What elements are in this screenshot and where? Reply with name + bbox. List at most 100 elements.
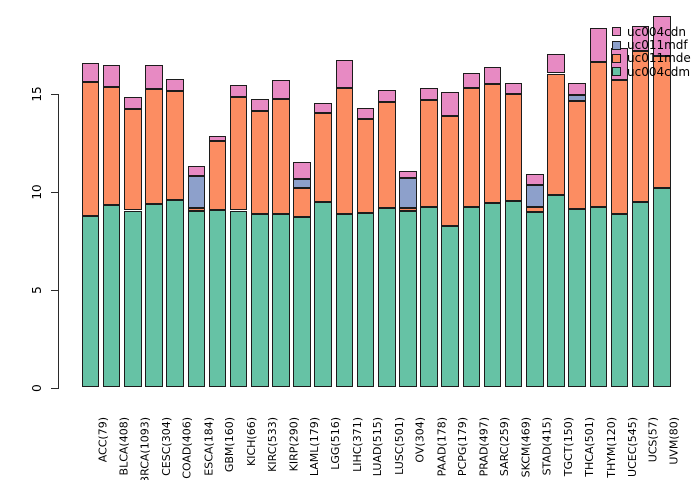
bar-KIRC(533)-segment-uc011mde (250, 110, 269, 215)
x-axis-label: SKCM(469) (519, 417, 533, 478)
bar-UCS(57)-segment-uc004cdm (631, 202, 650, 388)
bar-SARC(259)-segment-uc004cdn (483, 66, 502, 84)
bar-THCA(501)-segment-uc011mdf (568, 94, 586, 101)
bar-PCPG(179)-segment-uc004cdm (441, 225, 459, 388)
bar-OV(304)-segment-uc011mdf (399, 177, 417, 209)
y-axis-tick-label: 5 (30, 285, 44, 294)
x-axis-label: THCA(501) (583, 417, 597, 477)
x-axis-label: PCPG(179) (456, 417, 470, 477)
y-axis-tick-label: 15 (30, 85, 44, 102)
bar-LIHC(371)-segment-uc004cdm (335, 214, 354, 388)
x-axis-label: LUAD(515) (371, 417, 385, 477)
bar-KIRC(533)-segment-uc004cdn (250, 99, 269, 111)
bar-LUAD(515)-segment-uc011mde (356, 119, 375, 214)
bar-PCPG(179)-segment-uc011mde (441, 116, 459, 226)
bar-ACC(79)-segment-uc004cdn (81, 63, 100, 82)
x-axis-label: SARC(259) (498, 417, 512, 477)
bar-LUAD(515)-segment-uc004cdn (356, 108, 375, 120)
bar-STAD(415)-segment-uc004cdm (526, 212, 544, 388)
bar-BRCA(1093)-segment-uc004cdm (124, 210, 142, 388)
bar-UCS(57)-segment-uc004cdn (631, 25, 650, 51)
bar-LAML(179)-segment-uc011mde (293, 187, 311, 218)
x-axis-label: UCS(57) (646, 417, 660, 463)
y-axis-tick (51, 93, 58, 95)
bar-UVM(80)-segment-uc004cdn (653, 15, 671, 56)
bar-LGG(516)-segment-uc004cdn (314, 103, 333, 114)
bar-PRAD(497)-segment-uc011mde (462, 88, 481, 207)
bar-LIHC(371)-segment-uc004cdn (335, 60, 354, 88)
bar-BLCA(408)-segment-uc004cdm (102, 205, 121, 388)
bar-KICH(66)-segment-uc004cdm (229, 210, 248, 388)
bar-OV(304)-segment-uc011mde (399, 208, 417, 211)
y-axis-tick-label: 0 (30, 383, 44, 392)
bar-TGCT(150)-segment-uc004cdm (547, 194, 565, 388)
bar-BLCA(408)-segment-uc004cdn (102, 64, 121, 87)
bar-ESCA(184)-segment-uc011mde (187, 207, 206, 212)
bar-PAAD(178)-segment-uc004cdm (420, 207, 438, 388)
bar-ACC(79)-segment-uc004cdm (81, 215, 100, 388)
bar-LGG(516)-segment-uc004cdm (314, 202, 333, 388)
x-axis-label: ACC(79) (96, 417, 110, 463)
bar-THYM(120)-segment-uc004cdm (589, 207, 608, 388)
bar-TGCT(150)-segment-uc004cdn (547, 54, 565, 74)
bar-TGCT(150)-segment-uc011mde (547, 73, 565, 195)
bar-BRCA(1093)-segment-uc011mde (124, 108, 142, 211)
bar-ESCA(184)-segment-uc011mdf (187, 176, 206, 208)
x-axis-label: THYM(120) (604, 417, 618, 478)
x-axis-label: UVM(80) (667, 417, 681, 465)
bar-OV(304)-segment-uc004cdm (399, 210, 417, 388)
bar-COAD(406)-segment-uc011mde (166, 90, 184, 200)
bar-STAD(415)-segment-uc011mdf (526, 185, 544, 208)
bar-STAD(415)-segment-uc011mde (526, 207, 544, 213)
x-axis-label: UCEC(545) (625, 417, 639, 477)
x-axis-label: KIRC(533) (265, 417, 279, 472)
y-axis-tick-label: 10 (30, 183, 44, 200)
bar-KIRP(290)-segment-uc004cdn (272, 80, 290, 100)
bar-ESCA(184)-segment-uc004cdm (187, 211, 206, 388)
bar-LAML(179)-segment-uc004cdm (293, 217, 311, 388)
bar-UCEC(545)-segment-uc004cdm (610, 213, 629, 388)
bar-COAD(406)-segment-uc004cdn (166, 79, 184, 91)
legend-swatch-uc004cdn (612, 27, 621, 37)
bar-LUSC(501)-segment-uc011mde (377, 101, 396, 208)
legend-swatch-uc004cdm (612, 67, 621, 77)
x-axis-label: LGG(516) (329, 417, 343, 470)
y-axis-line (58, 93, 59, 389)
x-axis-label: ESCA(184) (202, 417, 216, 476)
x-axis-label: BRCA(1093) (138, 417, 152, 480)
bar-PCPG(179)-segment-uc004cdn (441, 91, 459, 117)
x-axis-label: PRAD(497) (477, 417, 491, 477)
legend-item-uc004cdn: uc004cdn (612, 25, 691, 38)
x-axis-label: LAML(179) (308, 417, 322, 477)
bar-LAML(179)-segment-uc011mdf (293, 179, 311, 188)
legend-swatch-uc011mdf (612, 40, 621, 50)
bar-THCA(501)-segment-uc011mde (568, 100, 586, 209)
x-axis-label: BLCA(408) (117, 417, 131, 476)
bar-BLCA(408)-segment-uc011mde (102, 86, 121, 206)
bar-SARC(259)-segment-uc004cdm (483, 203, 502, 388)
bar-UCEC(545)-segment-uc011mde (610, 79, 629, 214)
bar-UVM(80)-segment-uc004cdm (653, 188, 671, 388)
bar-COAD(406)-segment-uc004cdm (166, 199, 184, 388)
bar-GBM(160)-segment-uc004cdm (208, 209, 227, 388)
bar-THYM(120)-segment-uc004cdn (589, 28, 608, 62)
bar-PAAD(178)-segment-uc004cdn (420, 88, 438, 101)
bar-PRAD(497)-segment-uc004cdm (462, 206, 481, 388)
bar-SKCM(469)-segment-uc004cdn (504, 82, 523, 95)
bar-STAD(415)-segment-uc004cdn (526, 173, 544, 186)
x-axis-label: GBM(160) (223, 417, 237, 473)
y-axis-tick (51, 191, 58, 193)
bar-SARC(259)-segment-uc011mde (483, 83, 502, 204)
bar-CESC(304)-segment-uc011mde (145, 89, 163, 205)
bar-GBM(160)-segment-uc011mde (208, 140, 227, 210)
bar-CESC(304)-segment-uc004cdn (145, 65, 163, 90)
x-axis-label: COAD(406) (181, 417, 195, 479)
bar-CESC(304)-segment-uc004cdm (145, 204, 163, 388)
x-axis-label: OV(304) (413, 417, 427, 463)
y-axis-tick (51, 289, 58, 291)
legend-item-uc011mdf: uc011mdf (612, 38, 691, 51)
bar-SKCM(469)-segment-uc011mde (504, 94, 523, 201)
legend-item-uc004cdm: uc004cdm (612, 65, 691, 78)
bar-ACC(79)-segment-uc011mde (81, 81, 100, 216)
bar-THCA(501)-segment-uc004cdn (568, 82, 586, 95)
